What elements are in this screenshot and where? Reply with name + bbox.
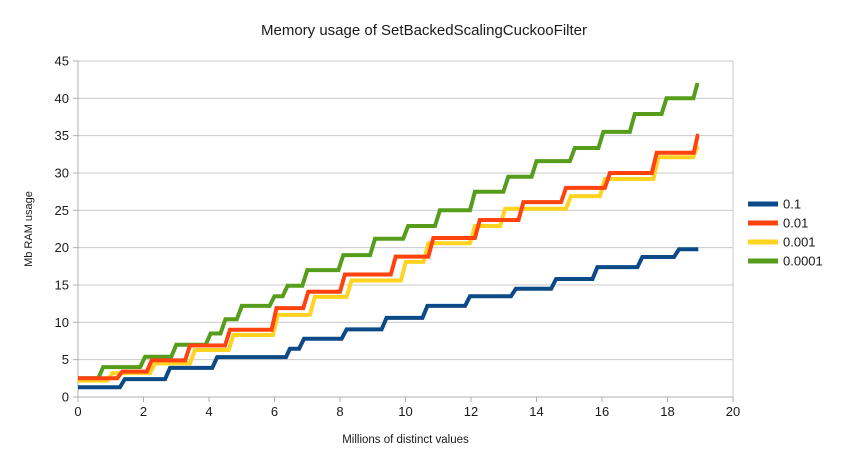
- y-tick-label-45: 45: [55, 54, 69, 69]
- y-tick-label-35: 35: [55, 128, 69, 143]
- series-line-0.001: [78, 145, 699, 383]
- y-tick-label-10: 10: [55, 315, 69, 330]
- y-tick-label-20: 20: [55, 240, 69, 255]
- x-tick-label-10: 10: [398, 404, 412, 419]
- y-tick-label-40: 40: [55, 91, 69, 106]
- y-tick-label-0: 0: [62, 390, 69, 405]
- legend-label-0.001: 0.001: [783, 235, 816, 250]
- x-tick-label-0: 0: [74, 404, 81, 419]
- x-tick-label-12: 12: [464, 404, 478, 419]
- y-tick-label-5: 5: [62, 352, 69, 367]
- series-line-0.0001: [78, 82, 699, 381]
- chart-title: Memory usage of SetBackedScalingCuckooFi…: [261, 22, 587, 39]
- x-axis-label: Millions of distinct values: [342, 434, 469, 446]
- x-tick-label-8: 8: [336, 404, 343, 419]
- x-tick-label-20: 20: [726, 404, 740, 419]
- y-tick-label-30: 30: [55, 166, 69, 181]
- x-tick-label-18: 18: [660, 404, 674, 419]
- legend-label-0.0001: 0.0001: [783, 254, 823, 269]
- x-tick-label-2: 2: [140, 404, 147, 419]
- x-tick-label-16: 16: [595, 404, 609, 419]
- series-line-0.01: [78, 133, 700, 381]
- x-tick-label-14: 14: [529, 404, 543, 419]
- legend-label-0.01: 0.01: [783, 216, 808, 231]
- legend-label-0.1: 0.1: [783, 197, 801, 212]
- y-tick-label-15: 15: [55, 278, 69, 293]
- y-tick-label-25: 25: [55, 203, 69, 218]
- x-tick-label-4: 4: [205, 404, 212, 419]
- x-tick-label-6: 6: [271, 404, 278, 419]
- series-line-0.1: [78, 247, 699, 390]
